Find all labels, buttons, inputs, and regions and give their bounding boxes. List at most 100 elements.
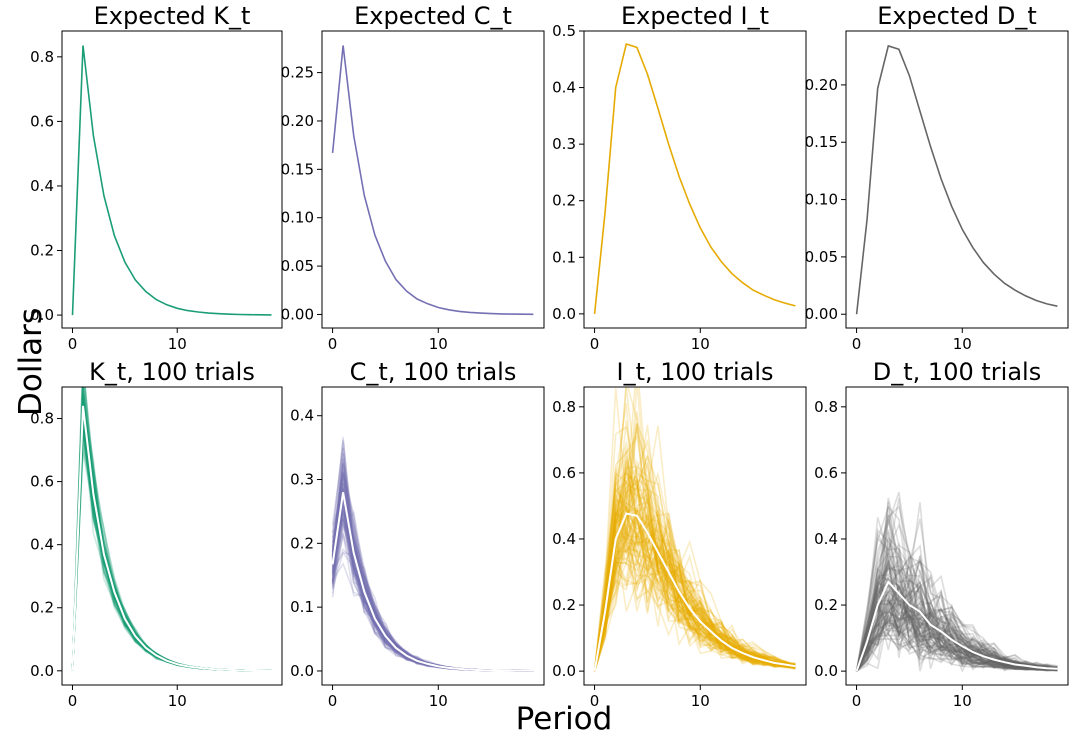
trial-line	[855, 497, 1058, 672]
trial-line	[855, 505, 1058, 672]
trial-line	[855, 621, 1058, 672]
trial-lines	[593, 387, 796, 672]
trial-line	[593, 534, 796, 672]
y-tick-label: 0.4	[290, 407, 314, 425]
trial-line	[593, 505, 796, 672]
trial-lines	[855, 491, 1058, 673]
trial-line	[855, 582, 1058, 672]
trial-line	[593, 478, 796, 672]
y-tick-label: 0.6	[30, 473, 54, 491]
trial-line	[593, 537, 796, 672]
y-tick-label: 0.0	[552, 305, 576, 323]
trial-line	[855, 603, 1058, 672]
series-line	[71, 45, 272, 316]
trial-line	[856, 632, 1058, 672]
trial-line	[855, 573, 1058, 672]
trial-line	[855, 514, 1058, 672]
trial-line	[855, 585, 1058, 672]
trial-line	[855, 614, 1058, 672]
trial-line	[856, 614, 1058, 672]
trial-line	[855, 514, 1058, 672]
panel-title: Expected C_t	[354, 2, 512, 30]
trial-line	[593, 455, 796, 672]
panel-title: I_t, 100 trials	[616, 358, 773, 386]
trial-line	[855, 597, 1058, 672]
trial-line	[593, 494, 796, 672]
y-tick-label: 0.0	[814, 662, 838, 680]
trial-line	[593, 411, 796, 672]
figure-xlabel: Period	[516, 701, 613, 737]
trial-line	[593, 403, 796, 672]
x-tick-label: 0	[68, 692, 78, 710]
trial-line	[593, 456, 796, 672]
trial-line	[855, 563, 1058, 672]
series-line	[331, 45, 534, 316]
panel-top-4: Expected D_t 0.00 0.05 0.10 0.15 0.20 0 10	[805, 2, 1069, 353]
trial-line	[855, 584, 1058, 672]
panel-bottom-1: K_t, 100 trials 0.0 0.2 0.4 0.6 0.8 0 10	[30, 358, 283, 710]
trial-line	[593, 481, 796, 672]
mean-line	[593, 512, 796, 672]
axes-frame	[845, 386, 1069, 686]
trial-line	[855, 607, 1058, 672]
mean-line	[855, 580, 1058, 672]
trial-line	[593, 513, 796, 672]
trial-line	[856, 612, 1058, 672]
trial-line	[593, 425, 796, 672]
y-tick-label: 0.25	[281, 64, 314, 82]
y-tick-label: 0.1	[552, 248, 576, 266]
trial-line	[855, 544, 1058, 672]
x-tick-label: 10	[691, 335, 710, 353]
trial-line	[593, 505, 796, 672]
trial-line	[593, 423, 796, 672]
trial-line	[71, 387, 272, 672]
y-tick-label: 0.05	[281, 257, 314, 275]
x-tick-label: 0	[590, 692, 600, 710]
trial-line	[855, 502, 1058, 672]
x-tick-label: 10	[429, 335, 448, 353]
trial-line	[593, 554, 796, 672]
x-tick-label: 0	[852, 692, 862, 710]
x-tick-label: 10	[168, 692, 187, 710]
axes-frame	[845, 30, 1069, 329]
trial-line	[593, 434, 796, 672]
panel-bottom-4: D_t, 100 trials 0.0 0.2 0.4 0.6 0.8 0 10	[814, 358, 1069, 710]
trial-line	[593, 440, 796, 672]
trial-line	[593, 424, 796, 672]
y-tick-label: 0.6	[814, 464, 838, 482]
trial-line	[856, 616, 1058, 672]
trial-line	[855, 590, 1058, 672]
trial-line	[856, 613, 1058, 672]
trial-line	[593, 540, 796, 672]
trial-lines	[331, 436, 534, 672]
y-tick-label: 0.10	[281, 209, 314, 227]
y-tick-label: 0.0	[30, 306, 54, 324]
y-tick-label: 0.5	[552, 22, 576, 40]
y-tick-label: 0.8	[30, 48, 54, 66]
trial-line	[855, 615, 1058, 672]
trial-line	[855, 613, 1058, 672]
trial-line	[855, 595, 1058, 672]
trial-line	[855, 498, 1058, 672]
panel-bottom-3: I_t, 100 trials 0.0 0.2 0.4 0.6 0.8 0 10	[552, 358, 807, 710]
y-tick-label: 0.4	[814, 530, 838, 548]
y-tick-label: 0.2	[552, 596, 576, 614]
trial-line	[593, 549, 796, 672]
trial-line	[855, 590, 1058, 672]
trial-line	[593, 541, 796, 672]
trial-line	[593, 450, 796, 672]
y-tick-label: 0.20	[281, 112, 314, 130]
trial-line	[855, 505, 1058, 672]
x-tick-label: 10	[953, 335, 972, 353]
trial-line	[855, 507, 1058, 672]
trial-line	[593, 470, 796, 672]
trial-line	[855, 553, 1058, 672]
trial-line	[331, 471, 534, 672]
y-tick-label: 0.4	[30, 177, 54, 195]
trial-line	[593, 426, 796, 672]
trial-line	[855, 597, 1058, 672]
y-tick-label: 0.0	[30, 662, 54, 680]
y-tick-label: 0.3	[290, 471, 314, 489]
panel-top-1: Expected K_t 0.0 0.2 0.4 0.6 0.8 0 10	[30, 2, 283, 353]
trial-line	[593, 387, 796, 672]
